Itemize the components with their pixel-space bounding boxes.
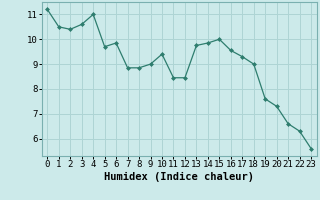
X-axis label: Humidex (Indice chaleur): Humidex (Indice chaleur) [104, 172, 254, 182]
